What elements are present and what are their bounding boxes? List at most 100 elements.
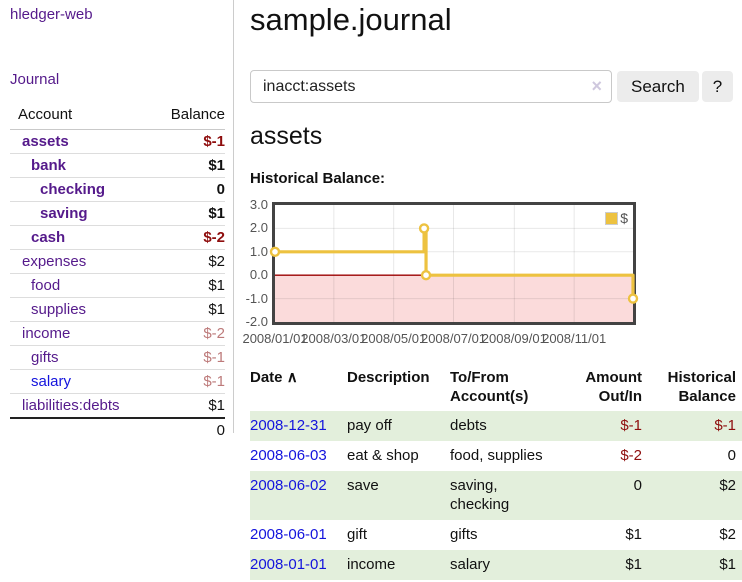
transaction-accounts: salary <box>450 556 491 573</box>
account-balance: $-1 <box>203 133 225 150</box>
sidebar-account-link[interactable]: food <box>31 277 61 294</box>
transaction-date-link[interactable]: 2008-06-03 <box>250 447 327 464</box>
accounts-total-spacer <box>10 417 154 442</box>
account-heading: assets <box>250 122 323 150</box>
transaction-description: eat & shop <box>347 447 419 464</box>
transaction-row: 2008-01-01 income salary $1 $1 <box>250 550 742 580</box>
x-axis-tick: 2008/01/01 <box>242 331 308 346</box>
transaction-description: gift <box>347 526 368 543</box>
account-row: food $1 <box>10 273 225 298</box>
y-axis-tick: 0.0 <box>249 267 268 283</box>
search-button[interactable]: Search <box>617 71 699 102</box>
account-row: saving $1 <box>10 201 225 226</box>
legend-swatch-icon <box>605 211 619 225</box>
sidebar-account-link[interactable]: cash <box>31 229 66 246</box>
sidebar-account-link[interactable]: expenses <box>22 253 87 270</box>
transaction-accounts: food, supplies <box>450 447 543 464</box>
transaction-amount: 0 <box>633 477 642 494</box>
x-axis-tick: 2008/09/01 <box>481 331 547 346</box>
register-header-row: Date ∧ Description To/From Account(s) Am… <box>250 362 742 411</box>
clear-search-icon[interactable]: × <box>591 76 602 96</box>
register-column-date[interactable]: Date ∧ <box>250 369 298 386</box>
register-column-accounts[interactable]: To/From Account(s) <box>450 369 529 405</box>
transaction-description: income <box>347 556 396 573</box>
transaction-date-link[interactable]: 2008-12-31 <box>250 417 327 434</box>
chart-canvas <box>269 205 639 322</box>
chart-plot-area: $ <box>269 202 639 325</box>
accounts-total-value: 0 <box>153 417 225 442</box>
transaction-row: 2008-06-03 eat & shop food, supplies $-2 0 <box>250 441 742 471</box>
y-axis-tick: -2.0 <box>245 314 268 329</box>
page-title: sample.journal <box>250 2 452 37</box>
account-row: assets $-1 <box>10 130 225 154</box>
search-input[interactable] <box>250 70 612 103</box>
y-axis-tick: 1.0 <box>249 243 268 259</box>
sort-ascending-icon: ∧ <box>286 369 298 386</box>
main-content: sample.journal × Search ? assets Histori… <box>242 0 742 582</box>
account-balance: $1 <box>153 201 225 226</box>
account-balance: $1 <box>153 393 225 418</box>
account-row: checking 0 <box>10 177 225 202</box>
sidebar-account-link[interactable]: gifts <box>31 349 59 366</box>
nav-journal-link[interactable]: Journal <box>10 71 60 88</box>
accounts-column-account: Account <box>10 102 154 130</box>
account-row: supplies $1 <box>10 297 225 322</box>
account-balance: $1 <box>153 153 225 178</box>
sidebar-account-link[interactable]: saving <box>40 205 88 222</box>
transaction-row: 2008-06-01 gift gifts $1 $2 <box>250 520 742 550</box>
transaction-row: 2008-12-31 pay off debts $-1 $-1 <box>250 411 742 441</box>
transaction-amount: $-1 <box>620 417 642 434</box>
account-balance: $1 <box>153 297 225 322</box>
transaction-description: save <box>347 477 379 494</box>
sidebar-account-link[interactable]: supplies <box>31 301 87 318</box>
brand-link[interactable]: hledger-web <box>10 6 93 23</box>
register-column-balance[interactable]: Historical Balance <box>667 369 736 405</box>
sidebar-account-link[interactable]: income <box>22 325 71 342</box>
sidebar-account-link[interactable]: bank <box>31 157 67 174</box>
account-row: bank $1 <box>10 153 225 178</box>
register-column-amount[interactable]: Amount Out/In <box>585 369 642 405</box>
transaction-amount: $-2 <box>620 447 642 464</box>
sidebar-account-link[interactable]: checking <box>40 181 106 198</box>
account-balance: $-2 <box>153 225 225 250</box>
account-balance: 0 <box>153 177 225 202</box>
accounts-column-balance: Balance <box>153 102 225 130</box>
transaction-balance: $2 <box>719 477 736 494</box>
account-row: cash $-2 <box>10 225 225 250</box>
transaction-balance: $1 <box>719 556 736 573</box>
help-button[interactable]: ? <box>702 71 733 102</box>
transaction-balance: $2 <box>719 526 736 543</box>
chart-title: Historical Balance: <box>250 170 386 187</box>
account-balance: $1 <box>153 273 225 298</box>
account-balance: $-2 <box>153 321 225 346</box>
transaction-description: pay off <box>347 417 392 434</box>
transaction-date-link[interactable]: 2008-06-01 <box>250 526 327 543</box>
y-axis-tick: 2.0 <box>249 220 268 236</box>
search-box: × <box>250 70 612 103</box>
account-row: expenses $2 <box>10 249 225 274</box>
y-axis-tick: 3.0 <box>249 197 268 212</box>
x-axis-tick: 2008/07/01 <box>420 331 487 346</box>
accounts-header-row: Account Balance <box>10 102 225 130</box>
transaction-accounts: saving, checking <box>450 477 510 513</box>
transaction-balance: 0 <box>727 447 736 464</box>
register-table: Date ∧ Description To/From Account(s) Am… <box>250 362 742 580</box>
transaction-balance: $-1 <box>714 417 736 434</box>
transaction-amount: $1 <box>625 526 642 543</box>
sidebar-account-link[interactable]: assets <box>22 133 69 150</box>
transaction-accounts: debts <box>450 417 487 434</box>
sidebar-account-link[interactable]: salary <box>31 373 72 390</box>
transaction-row: 2008-06-02 save saving, checking 0 $2 <box>250 471 742 520</box>
register-column-description[interactable]: Description <box>347 369 430 386</box>
transaction-date-link[interactable]: 2008-06-02 <box>250 477 327 494</box>
sidebar-account-link[interactable]: liabilities:debts <box>22 397 120 414</box>
account-balance: $-1 <box>153 345 225 370</box>
account-row: salary $-1 <box>10 369 225 394</box>
transaction-amount: $1 <box>625 556 642 573</box>
accounts-table: Account Balance assets $-1 bank $1 checking 0… <box>10 102 225 442</box>
transaction-date-link[interactable]: 2008-01-01 <box>250 556 327 573</box>
account-row: gifts $-1 <box>10 345 225 370</box>
account-balance: $-1 <box>153 369 225 394</box>
historical-balance-chart: $ 3.0 2.0 1.0 0.0 -1.0 -2.0 2008/01/01 2008/03/… <box>242 197 742 347</box>
x-axis-tick: 2008/03/01 <box>301 331 367 346</box>
